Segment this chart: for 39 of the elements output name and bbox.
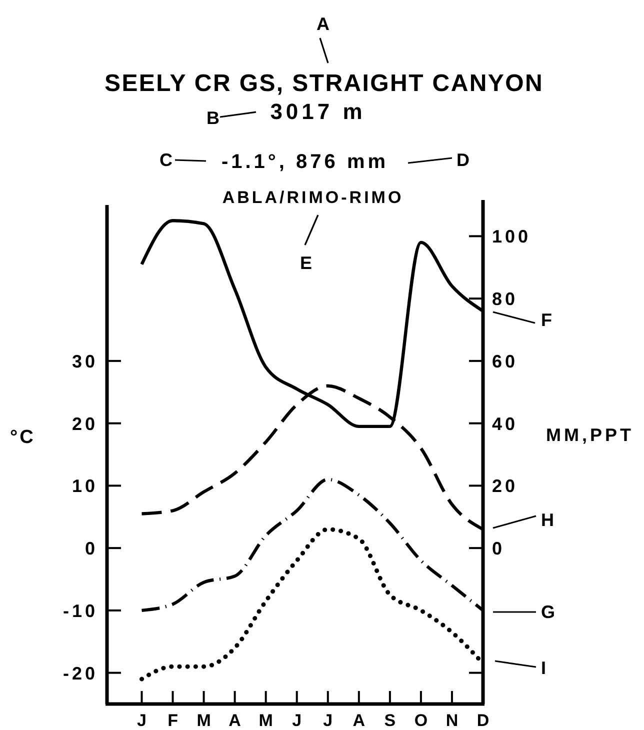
x-tick-label: J: [323, 711, 333, 730]
y2-tick-label: 100: [492, 226, 532, 247]
text: C: [160, 150, 172, 170]
text: F: [541, 310, 552, 330]
x-tick-label: N: [446, 711, 458, 730]
x-tick-label: S: [384, 711, 396, 730]
x-tick-label: J: [292, 711, 302, 730]
y-tick-label: 10: [72, 476, 98, 496]
annotation: ABLA/RIMO-RIMO: [222, 188, 404, 207]
y2-tick-label: 60: [492, 351, 518, 372]
x-tick-label: A: [352, 711, 366, 730]
y2-axis-title: MM,PPT: [546, 425, 634, 445]
y2-tick-label: 40: [492, 414, 518, 434]
x-tick-label: M: [258, 711, 273, 730]
y-tick-label: 30: [72, 351, 98, 372]
x-tick-label: D: [476, 711, 490, 730]
text: B: [206, 108, 220, 128]
y-axis-title: °C: [10, 427, 36, 448]
text: H: [541, 510, 554, 530]
y-tick-label: 0: [84, 538, 98, 559]
x-tick-label: M: [196, 711, 211, 730]
chart-subtitle: 3017 m: [270, 99, 366, 124]
y2-tick-label: 80: [492, 289, 518, 310]
x-tick-label: J: [137, 711, 146, 730]
text: I: [541, 658, 546, 678]
x-tick-label: A: [228, 711, 241, 730]
y2-tick-label: 0: [492, 538, 506, 559]
text: G: [541, 602, 556, 622]
y-tick-label: -10: [62, 600, 98, 621]
y-tick-label: -20: [62, 663, 98, 684]
text: D: [456, 150, 470, 170]
text: A: [316, 14, 330, 34]
x-tick-label: F: [168, 711, 178, 730]
annotation: E: [300, 253, 312, 273]
y2-tick-label: 20: [492, 476, 518, 496]
chart-title: SEELY CR GS, STRAIGHT CANYON: [104, 70, 544, 97]
text: -1.1°, 876 mm: [221, 151, 389, 173]
x-tick-label: O: [414, 711, 428, 730]
y-tick-label: 20: [72, 414, 98, 434]
